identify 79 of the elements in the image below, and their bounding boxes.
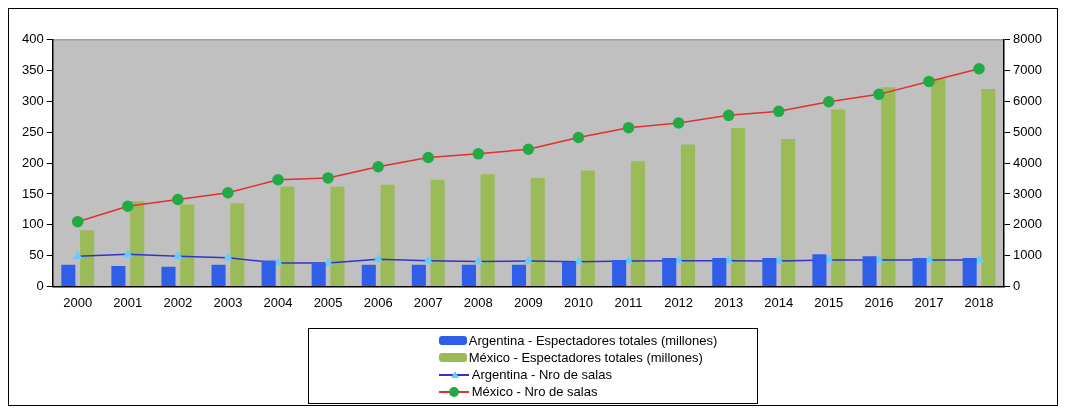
bar bbox=[762, 258, 777, 286]
y-tick-label: 50 bbox=[29, 247, 44, 263]
x-tick-label: 2009 bbox=[513, 294, 543, 310]
bar bbox=[731, 127, 746, 286]
bar bbox=[430, 179, 445, 286]
bar bbox=[630, 161, 645, 286]
bar bbox=[211, 264, 226, 286]
y-tick-label: 200 bbox=[21, 154, 44, 170]
x-tick-label: 2012 bbox=[664, 294, 694, 310]
y-tick-label: 350 bbox=[21, 62, 44, 78]
bar bbox=[680, 144, 696, 286]
bar bbox=[931, 78, 946, 286]
x-tick-label: 2016 bbox=[864, 294, 894, 310]
bar bbox=[831, 109, 846, 286]
bar bbox=[261, 260, 276, 286]
bar bbox=[130, 201, 145, 286]
bar bbox=[161, 266, 176, 286]
bar bbox=[230, 203, 245, 286]
bar bbox=[111, 266, 126, 286]
x-tick-label: 2013 bbox=[714, 294, 744, 310]
x-tick-label: 2006 bbox=[363, 294, 393, 310]
bar bbox=[530, 177, 545, 286]
y2-tick-label: 7000 bbox=[1013, 62, 1042, 78]
y2-tick-label: 5000 bbox=[1013, 123, 1042, 139]
bar bbox=[912, 258, 927, 286]
y2-tick-label: 0 bbox=[1013, 277, 1021, 293]
bar bbox=[712, 258, 727, 286]
bar bbox=[61, 264, 76, 286]
x-tick-label: 2018 bbox=[964, 294, 994, 310]
bar bbox=[461, 264, 476, 286]
x-tick-label: 2015 bbox=[814, 294, 844, 310]
y-tick-label: 0 bbox=[36, 277, 44, 293]
bar bbox=[330, 186, 345, 286]
y2-tick-label: 2000 bbox=[1013, 216, 1042, 232]
x-tick-label: 2000 bbox=[63, 294, 93, 310]
x-tick-label: 2008 bbox=[463, 294, 493, 310]
bar bbox=[662, 258, 677, 286]
y2-tick-label: 3000 bbox=[1013, 185, 1042, 201]
x-tick-label: 2005 bbox=[313, 294, 343, 310]
x-tick-label: 2014 bbox=[764, 294, 794, 310]
y-tick-label: 150 bbox=[21, 185, 44, 201]
bar bbox=[580, 170, 595, 286]
legend-label: México - Nro de salas bbox=[471, 384, 598, 399]
bar bbox=[881, 87, 896, 286]
legend-label: Argentina - Nro de salas bbox=[471, 367, 612, 382]
x-tick-label: 2002 bbox=[163, 294, 193, 310]
legend-label: México - Espectadores totales (millones) bbox=[468, 350, 703, 365]
bar bbox=[612, 259, 627, 286]
y2-tick-label: 8000 bbox=[1013, 31, 1042, 47]
y-tick-label: 400 bbox=[21, 31, 44, 47]
bar bbox=[80, 230, 95, 286]
x-tick-label: 2017 bbox=[914, 294, 944, 310]
x-tick-label: 2007 bbox=[413, 294, 443, 310]
bar bbox=[562, 261, 577, 286]
bar bbox=[812, 254, 827, 286]
x-tick-label: 2004 bbox=[263, 294, 293, 310]
bar bbox=[311, 262, 326, 286]
y2-tick-label: 6000 bbox=[1013, 93, 1042, 109]
y2-tick-label: 4000 bbox=[1013, 154, 1042, 170]
bar bbox=[480, 174, 495, 286]
bar bbox=[380, 184, 395, 286]
bar bbox=[962, 258, 977, 286]
y-tick-label: 250 bbox=[21, 123, 44, 139]
y-tick-label: 100 bbox=[21, 216, 44, 232]
x-tick-label: 2011 bbox=[614, 294, 643, 310]
bar bbox=[361, 264, 376, 286]
y-tick-label: 300 bbox=[21, 93, 44, 109]
x-tick-label: 2003 bbox=[213, 294, 243, 310]
bar bbox=[411, 264, 426, 286]
bar bbox=[180, 204, 195, 286]
bar bbox=[280, 186, 295, 286]
y2-tick-label: 1000 bbox=[1013, 247, 1042, 263]
bar bbox=[981, 89, 996, 286]
legend-label: Argentina - Espectadores totales (millones) bbox=[468, 333, 718, 348]
bar bbox=[511, 264, 527, 286]
x-tick-label: 2001 bbox=[113, 294, 143, 310]
x-tick-label: 2010 bbox=[564, 294, 593, 310]
bar bbox=[862, 256, 877, 286]
bar bbox=[781, 139, 796, 286]
